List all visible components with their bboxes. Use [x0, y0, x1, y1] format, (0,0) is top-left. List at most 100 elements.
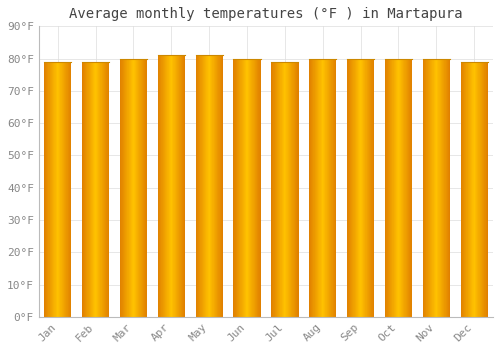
Bar [184, 55, 185, 317]
Bar [160, 55, 161, 317]
Bar [293, 62, 294, 317]
Bar [63, 62, 64, 317]
Bar [248, 58, 249, 317]
Bar [238, 58, 239, 317]
Bar [164, 55, 165, 317]
Bar [179, 55, 180, 317]
Bar [255, 58, 256, 317]
Bar [98, 62, 99, 317]
Bar [483, 62, 484, 317]
Bar [469, 62, 470, 317]
Bar [83, 62, 84, 317]
Bar [368, 58, 369, 317]
Bar [294, 62, 296, 317]
Bar [123, 58, 124, 317]
Bar [121, 58, 122, 317]
Bar [67, 62, 68, 317]
Bar [437, 58, 438, 317]
Bar [82, 62, 83, 317]
Bar [333, 58, 334, 317]
Bar [217, 55, 218, 317]
Bar [272, 62, 273, 317]
Bar [136, 58, 138, 317]
Bar [321, 58, 322, 317]
Bar [205, 55, 206, 317]
Bar [444, 58, 445, 317]
Bar [222, 55, 223, 317]
Bar [92, 62, 93, 317]
Bar [172, 55, 173, 317]
Bar [216, 55, 217, 317]
Bar [124, 58, 125, 317]
Bar [389, 58, 390, 317]
Bar [181, 55, 182, 317]
Bar [319, 58, 320, 317]
Bar [322, 58, 324, 317]
Bar [436, 58, 437, 317]
Bar [442, 58, 443, 317]
Bar [254, 58, 255, 317]
Bar [169, 55, 170, 317]
Bar [210, 55, 211, 317]
Bar [201, 55, 202, 317]
Bar [424, 58, 425, 317]
Bar [209, 55, 210, 317]
Bar [443, 58, 444, 317]
Bar [46, 62, 47, 317]
Bar [475, 62, 476, 317]
Bar [435, 58, 436, 317]
Bar [87, 62, 88, 317]
Bar [89, 62, 90, 317]
Bar [138, 58, 139, 317]
Bar [91, 62, 92, 317]
Bar [441, 58, 442, 317]
Bar [295, 62, 296, 317]
Bar [362, 58, 363, 317]
Bar [120, 58, 121, 317]
Bar [280, 62, 281, 317]
Bar [257, 58, 258, 317]
Bar [158, 55, 159, 317]
Bar [430, 58, 431, 317]
Bar [212, 55, 213, 317]
Bar [474, 62, 476, 317]
Bar [310, 58, 311, 317]
Bar [463, 62, 464, 317]
Bar [236, 58, 237, 317]
Bar [297, 62, 298, 317]
Bar [357, 58, 358, 317]
Bar [99, 62, 100, 317]
Bar [275, 62, 276, 317]
Bar [287, 62, 288, 317]
Bar [360, 58, 361, 317]
Title: Average monthly temperatures (°F ) in Martapura: Average monthly temperatures (°F ) in Ma… [69, 7, 462, 21]
Bar [102, 62, 104, 317]
Bar [479, 62, 480, 317]
Bar [352, 58, 353, 317]
Bar [426, 58, 427, 317]
Bar [49, 62, 50, 317]
Bar [170, 55, 171, 317]
Bar [423, 58, 424, 317]
Bar [335, 58, 336, 317]
Bar [462, 62, 464, 317]
Bar [214, 55, 215, 317]
Bar [144, 58, 145, 317]
Bar [370, 58, 371, 317]
Bar [473, 62, 474, 317]
Bar [94, 62, 95, 317]
Bar [276, 62, 278, 317]
Bar [405, 58, 406, 317]
Bar [460, 62, 461, 317]
Bar [318, 58, 319, 317]
Bar [50, 62, 51, 317]
Bar [68, 62, 69, 317]
Bar [393, 58, 394, 317]
Bar [282, 62, 284, 317]
Bar [292, 62, 293, 317]
Bar [438, 58, 439, 317]
Bar [373, 58, 374, 317]
Bar [247, 58, 248, 317]
Bar [358, 58, 359, 317]
Bar [330, 58, 331, 317]
